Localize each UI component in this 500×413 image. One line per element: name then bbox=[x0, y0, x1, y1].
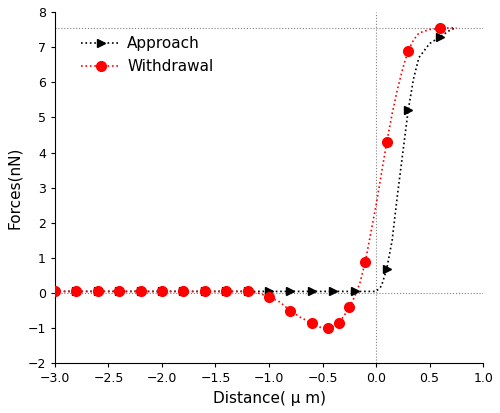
X-axis label: Distance( μ m): Distance( μ m) bbox=[212, 391, 326, 406]
Y-axis label: Forces(nN): Forces(nN) bbox=[7, 147, 22, 229]
Legend: Approach, Withdrawal: Approach, Withdrawal bbox=[76, 30, 220, 80]
